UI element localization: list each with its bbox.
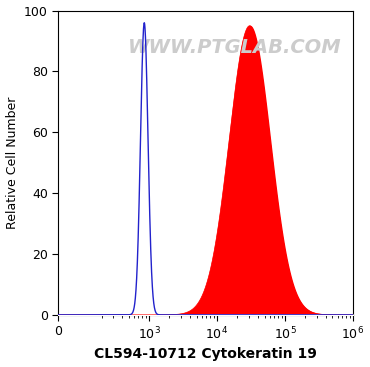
X-axis label: CL594-10712 Cytokeratin 19: CL594-10712 Cytokeratin 19 [94,348,317,361]
Y-axis label: Relative Cell Number: Relative Cell Number [6,97,18,229]
Text: WWW.PTGLAB.COM: WWW.PTGLAB.COM [128,37,342,57]
